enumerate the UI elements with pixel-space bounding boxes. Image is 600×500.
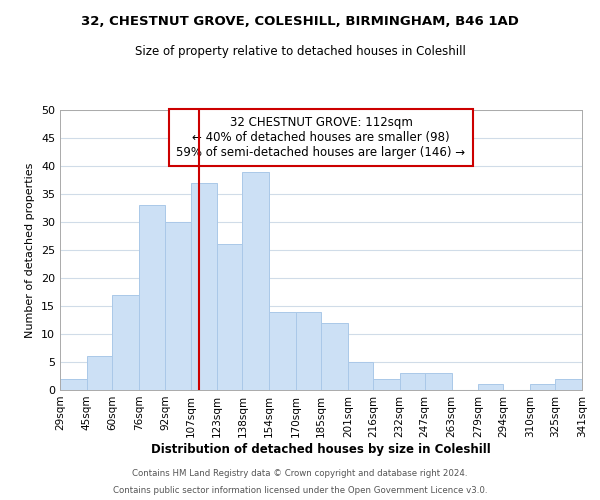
Bar [321, 323, 348, 390]
Bar [530, 384, 555, 390]
Y-axis label: Number of detached properties: Number of detached properties [25, 162, 35, 338]
Bar [400, 373, 425, 390]
X-axis label: Distribution of detached houses by size in Coleshill: Distribution of detached houses by size … [151, 442, 491, 456]
Text: Contains public sector information licensed under the Open Government Licence v3: Contains public sector information licen… [113, 486, 487, 495]
Bar [425, 373, 452, 390]
Text: 32 CHESTNUT GROVE: 112sqm
← 40% of detached houses are smaller (98)
59% of semi-: 32 CHESTNUT GROVE: 112sqm ← 40% of detac… [176, 116, 466, 158]
Bar [191, 183, 217, 390]
Bar [60, 379, 87, 390]
Bar [87, 356, 112, 390]
Bar [242, 172, 269, 390]
Bar [478, 384, 503, 390]
Text: Contains HM Land Registry data © Crown copyright and database right 2024.: Contains HM Land Registry data © Crown c… [132, 468, 468, 477]
Bar [296, 312, 321, 390]
Text: 32, CHESTNUT GROVE, COLESHILL, BIRMINGHAM, B46 1AD: 32, CHESTNUT GROVE, COLESHILL, BIRMINGHA… [81, 15, 519, 28]
Bar [269, 312, 296, 390]
Bar [112, 295, 139, 390]
Bar [555, 379, 582, 390]
Bar [348, 362, 373, 390]
Bar [166, 222, 191, 390]
Text: Size of property relative to detached houses in Coleshill: Size of property relative to detached ho… [134, 45, 466, 58]
Bar [373, 379, 400, 390]
Bar [139, 205, 166, 390]
Bar [217, 244, 242, 390]
